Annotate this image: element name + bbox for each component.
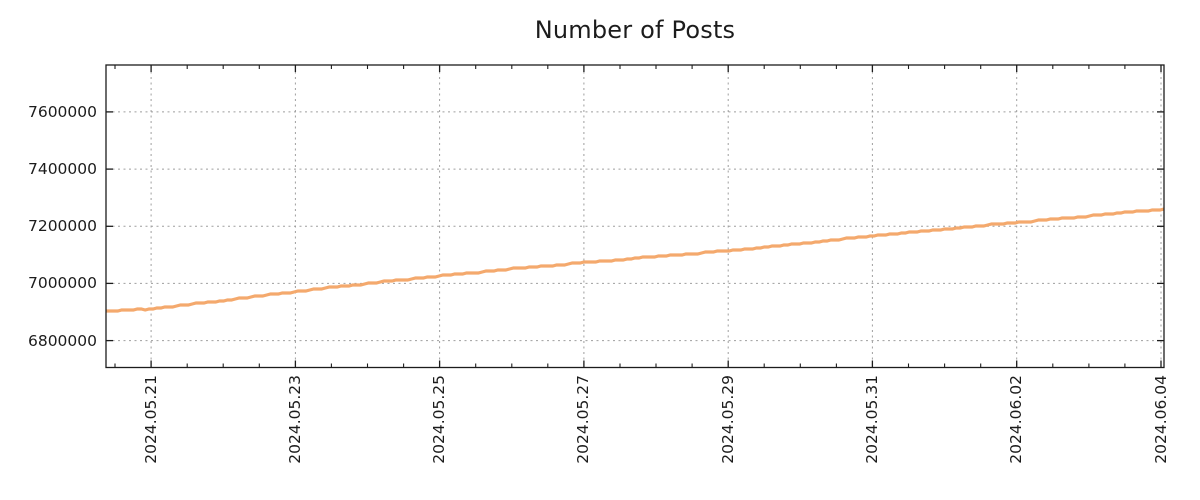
x-tick-label: 2024.06.04 — [1151, 375, 1170, 464]
y-tick-label: 6800000 — [27, 331, 97, 350]
chart-title: Number of Posts — [534, 16, 736, 44]
gridlines — [107, 66, 1163, 367]
axis-ticks — [106, 65, 1164, 368]
x-tick-label: 2024.05.27 — [574, 375, 593, 464]
x-tick-label: 2024.05.23 — [285, 375, 304, 464]
x-tick-label: 2024.06.02 — [1007, 375, 1026, 464]
plot-frame — [105, 64, 1165, 369]
y-tick-label: 7000000 — [27, 274, 97, 293]
y-tick-label: 7200000 — [27, 217, 97, 236]
series-line — [106, 207, 1165, 313]
y-tick-label: 7600000 — [27, 102, 97, 121]
x-tick-label: 2024.05.25 — [430, 375, 449, 464]
x-tick-label: 2024.05.21 — [141, 375, 160, 464]
y-tick-label: 7400000 — [27, 160, 97, 179]
x-tick-label: 2024.05.29 — [718, 375, 737, 464]
x-tick-label: 2024.05.31 — [862, 375, 881, 464]
